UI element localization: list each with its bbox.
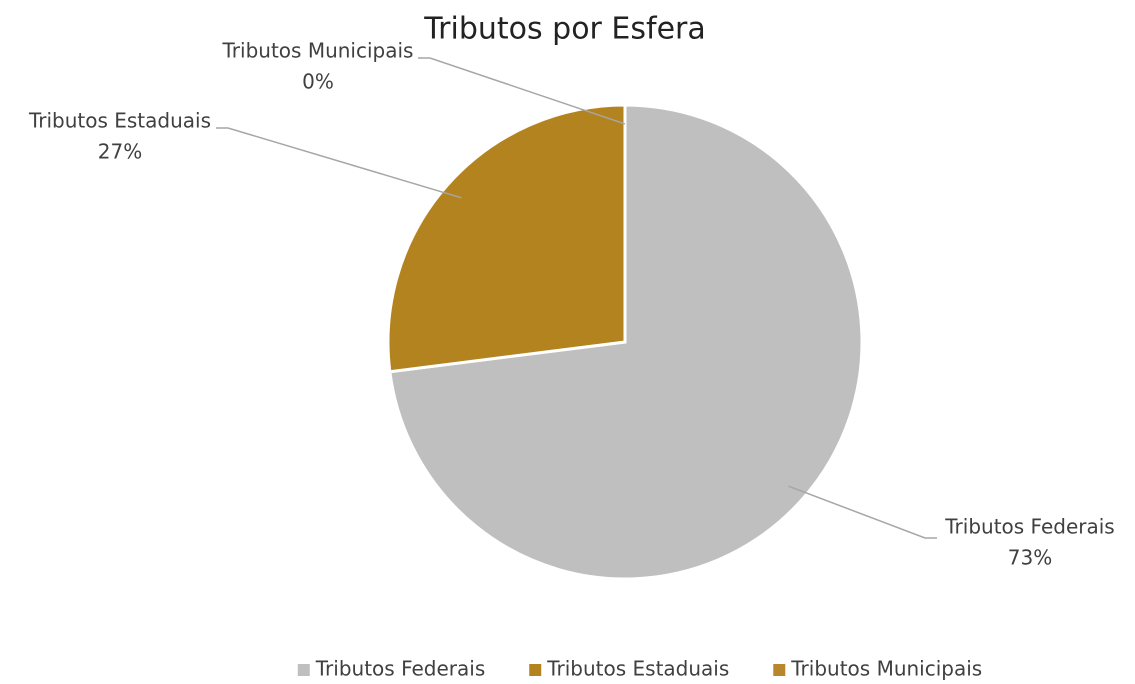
data-label-value: 27% (98, 140, 142, 164)
legend-label: Tributos Estaduais (546, 657, 729, 681)
leader-line (788, 485, 937, 539)
leader-line (216, 127, 462, 199)
data-label-value: 73% (1008, 546, 1052, 570)
legend-swatch (773, 664, 786, 676)
chart-title: Tributos por Esfera (423, 12, 706, 47)
data-label-category: Tributos Federais (944, 515, 1114, 539)
data-label-value: 0% (302, 70, 334, 94)
data-label-category: Tributos Municipais (222, 39, 414, 63)
data-label-category: Tributos Estaduais (28, 109, 211, 133)
pie-slice (386, 103, 627, 374)
leader-line (418, 57, 626, 125)
legend-label: Tributos Municipais (790, 657, 982, 681)
legend-swatch (297, 664, 310, 676)
legend-label: Tributos Federais (315, 657, 485, 681)
legend-swatch (529, 664, 542, 676)
